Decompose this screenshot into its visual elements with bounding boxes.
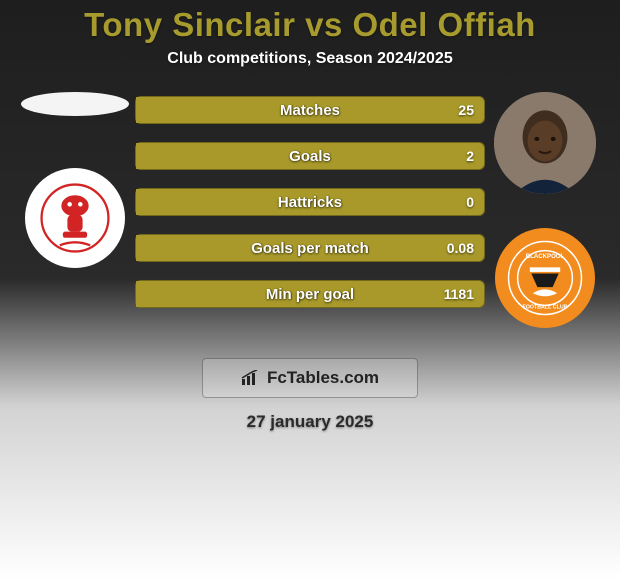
left-player-avatar xyxy=(21,92,129,116)
stat-bar: Goals2 xyxy=(135,142,485,170)
stat-bar-label: Goals xyxy=(136,148,484,165)
comparison-card: Tony Sinclair vs Odel Offiah Club compet… xyxy=(0,0,620,580)
page-subtitle: Club competitions, Season 2024/2025 xyxy=(0,50,620,68)
stat-bar: Hattricks0 xyxy=(135,188,485,216)
right-player-column: BLACKPOOL FOOTBALL CLUB xyxy=(485,90,605,328)
stat-bar-label: Goals per match xyxy=(136,240,484,257)
stat-bar-right-value: 25 xyxy=(458,102,474,118)
stat-bar: Goals per match0.08 xyxy=(135,234,485,262)
svg-text:FOOTBALL CLUB: FOOTBALL CLUB xyxy=(522,304,567,310)
stat-bar: Min per goal1181 xyxy=(135,280,485,308)
stat-bar: Matches25 xyxy=(135,96,485,124)
left-player-column xyxy=(15,90,135,268)
stat-bar-label: Hattricks xyxy=(136,194,484,211)
stat-bar-label: Matches xyxy=(136,102,484,119)
stat-bar-label: Min per goal xyxy=(136,286,484,303)
stat-bar-right-value: 1181 xyxy=(444,286,474,302)
right-club-crest: BLACKPOOL FOOTBALL CLUB xyxy=(495,228,595,328)
stat-bar-right-value: 0 xyxy=(466,194,474,210)
right-player-avatar xyxy=(494,92,596,194)
stat-bar-right-value: 2 xyxy=(466,148,474,164)
stat-bars: Matches25 Goals2 Hattricks0 Goals per match… xyxy=(135,90,485,308)
generated-date: 27 january 2025 xyxy=(0,412,620,432)
stat-bar-right-value: 0.08 xyxy=(447,240,474,256)
comparison-body: Matches25 Goals2 Hattricks0 Goals per match… xyxy=(0,90,620,328)
page-title: Tony Sinclair vs Odel Offiah xyxy=(0,6,620,44)
left-club-crest xyxy=(25,168,125,268)
brand-text: FcTables.com xyxy=(267,368,379,388)
chart-icon xyxy=(241,370,261,386)
svg-text:BLACKPOOL: BLACKPOOL xyxy=(526,253,565,260)
brand-badge: FcTables.com xyxy=(202,358,418,398)
